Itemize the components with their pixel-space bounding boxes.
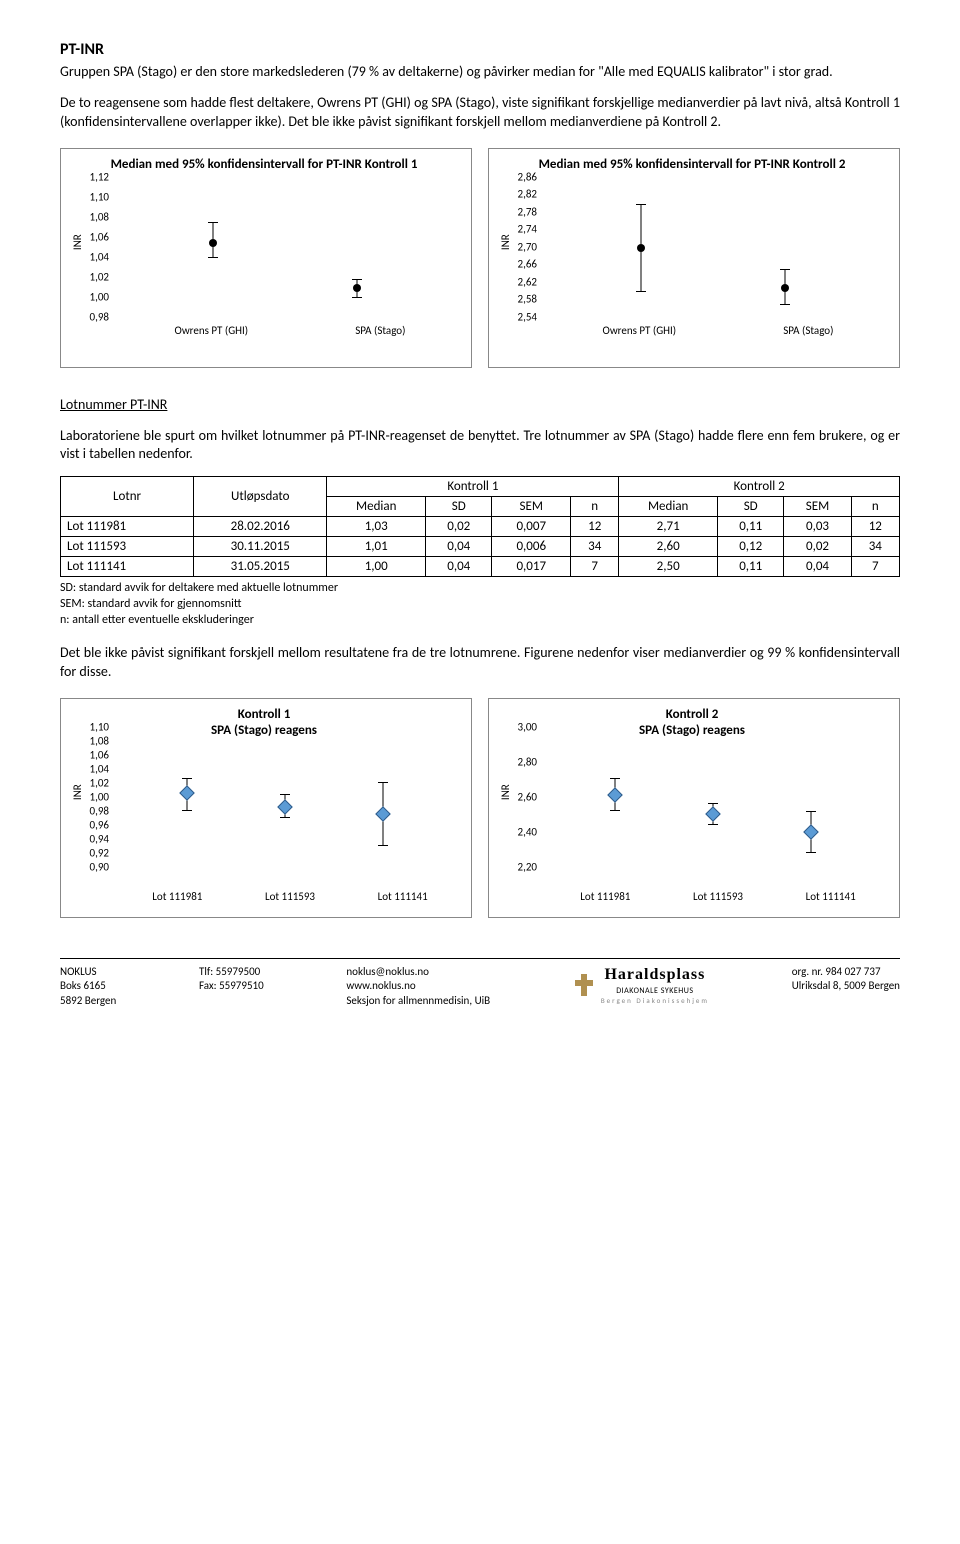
lot-para: Laboratoriene ble spurt om hvilket lotnu… [60, 427, 900, 465]
table-cell: 34 [851, 537, 899, 557]
table-cell: 28.02.2016 [194, 517, 327, 537]
table-row: Lot 11198128.02.20161,030,020,007122,710… [61, 517, 900, 537]
table-cell: 0,04 [426, 557, 492, 577]
chart-ptinr-k1: Median med 95% konfidensintervall for PT… [60, 148, 472, 368]
th-sub: Median [619, 497, 718, 517]
table-cell: 0,12 [717, 537, 783, 557]
th-sub: n [851, 497, 899, 517]
table-cell: 12 [851, 517, 899, 537]
footer-col-1: NOKLUSBoks 61655892 Bergen [60, 965, 116, 1008]
table-cell: 7 [571, 557, 619, 577]
table-cell: Lot 111981 [61, 517, 194, 537]
th-sub: n [571, 497, 619, 517]
table-cell: 2,71 [619, 517, 718, 537]
footer-col-3: noklus@noklus.nowww.noklus.noSeksjon for… [346, 965, 490, 1008]
footer-logo: Haraldsplass DIAKONALE SYKEHUS Bergen Di… [573, 965, 709, 1005]
table-cell: 34 [571, 537, 619, 557]
table-cell: Lot 111593 [61, 537, 194, 557]
th-sub: SD [717, 497, 783, 517]
th-sub: SD [426, 497, 492, 517]
table-cell: 1,03 [327, 517, 426, 537]
chart-ptinr-k2: Median med 95% konfidensintervall for PT… [488, 148, 900, 368]
table-cell: 0,04 [426, 537, 492, 557]
page-footer: NOKLUSBoks 61655892 Bergen Tlf: 55979500… [60, 958, 900, 1008]
th-k2: Kontroll 2 [619, 477, 900, 497]
th-sub: Median [327, 497, 426, 517]
table-cell: 0,007 [492, 517, 571, 537]
page-heading: PT-INR [60, 40, 900, 59]
table-cell: 1,00 [327, 557, 426, 577]
chart-row-1: Median med 95% konfidensintervall for PT… [60, 148, 900, 368]
table-cell: 0,03 [784, 517, 851, 537]
th-sub: SEM [784, 497, 851, 517]
th-k1: Kontroll 1 [327, 477, 619, 497]
table-cell: 2,50 [619, 557, 718, 577]
table-notes: SD: standard avvik for deltakere med akt… [60, 581, 900, 628]
table-cell: 2,60 [619, 537, 718, 557]
th-lotnr: Lotnr [61, 477, 194, 517]
table-cell: 31.05.2015 [194, 557, 327, 577]
table-cell: 0,04 [784, 557, 851, 577]
table-cell: 0,11 [717, 557, 783, 577]
lot-table: Lotnr Utløpsdato Kontroll 1 Kontroll 2 M… [60, 476, 900, 577]
table-row: Lot 11159330.11.20151,010,040,006342,600… [61, 537, 900, 557]
footer-col-2: Tlf: 55979500Fax: 55979510 [199, 965, 264, 994]
intro-para-1: Gruppen SPA (Stago) er den store markeds… [60, 63, 900, 82]
chart-lot-k1: Kontroll 1SPA (Stago) reagensINR0,900,92… [60, 698, 472, 918]
th-utlop: Utløpsdato [194, 477, 327, 517]
table-cell: 0,017 [492, 557, 571, 577]
table-cell: 7 [851, 557, 899, 577]
result-para: Det ble ikke påvist signifikant forskjel… [60, 644, 900, 682]
lot-heading: Lotnummer PT-INR [60, 396, 900, 415]
table-cell: 0,02 [784, 537, 851, 557]
table-cell: 12 [571, 517, 619, 537]
cross-icon [573, 972, 595, 998]
table-cell: 1,01 [327, 537, 426, 557]
table-cell: 0,006 [492, 537, 571, 557]
table-cell: Lot 111141 [61, 557, 194, 577]
table-cell: 0,02 [426, 517, 492, 537]
table-row: Lot 11114131.05.20151,000,040,01772,500,… [61, 557, 900, 577]
chart-row-2: Kontroll 1SPA (Stago) reagensINR0,900,92… [60, 698, 900, 918]
table-cell: 30.11.2015 [194, 537, 327, 557]
th-sub: SEM [492, 497, 571, 517]
table-cell: 0,11 [717, 517, 783, 537]
intro-para-2: De to reagensene som hadde flest deltake… [60, 94, 900, 132]
footer-col-5: org. nr. 984 027 737Ulriksdal 8, 5009 Be… [792, 965, 900, 994]
chart-lot-k2: Kontroll 2SPA (Stago) reagensINR2,202,40… [488, 698, 900, 918]
